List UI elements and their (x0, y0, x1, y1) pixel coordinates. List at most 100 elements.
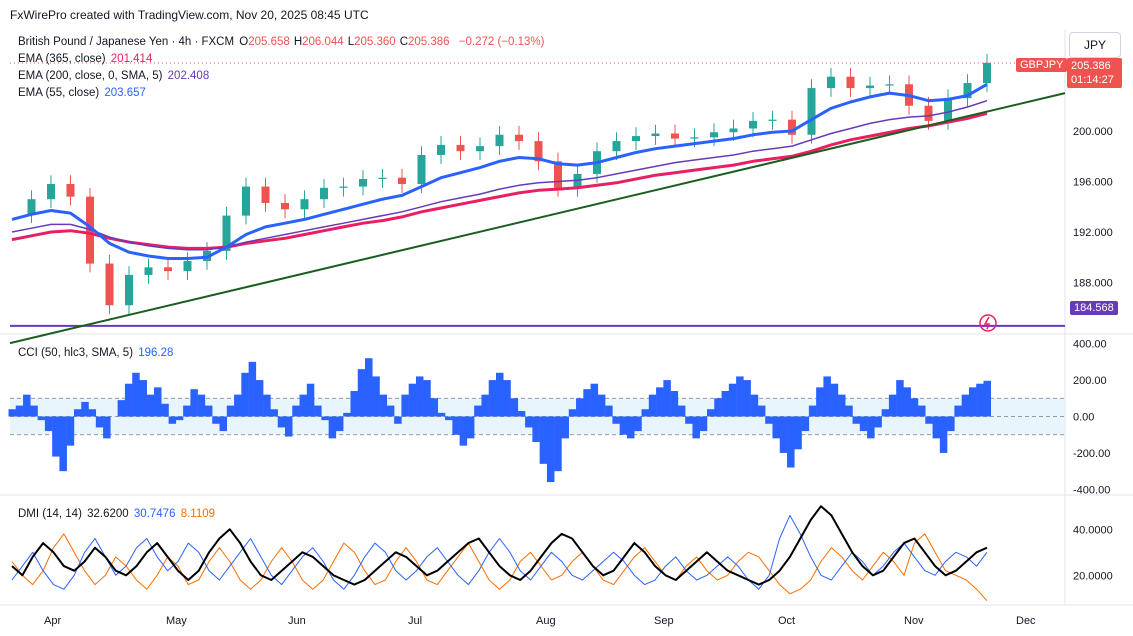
ohlc-o-value: 205.658 (248, 36, 290, 48)
x-tick-label: Aug (536, 615, 556, 627)
candle-body (281, 202, 289, 210)
candle-body (222, 215, 231, 251)
cci-bar (30, 405, 38, 417)
dmi-tick-label: 20.0000 (1073, 570, 1113, 582)
x-tick-label: Oct (778, 615, 795, 627)
candle-body (612, 141, 621, 152)
price-tick-label: 196.000 (1073, 177, 1113, 189)
ema55-label: EMA (55, close) (18, 87, 100, 99)
candle-body (300, 199, 309, 210)
cci-bar (896, 380, 904, 417)
ohlc-o: O205.658 (239, 36, 290, 48)
cci-bar (306, 383, 315, 417)
ema200-line (11, 99, 988, 251)
candle-body (515, 134, 523, 142)
cci-bar (146, 394, 155, 417)
cci-bar (386, 405, 395, 417)
cci-tick-label: 0.00 (1073, 412, 1094, 424)
cci-bar (241, 372, 249, 417)
cci-bar (270, 409, 278, 417)
cci-bar (576, 398, 584, 417)
candle-body (125, 274, 133, 306)
candle-body (944, 98, 952, 121)
ohlc-c-value: 205.386 (408, 36, 450, 48)
bar-countdown: 01:14:27 (1071, 74, 1114, 86)
candle-body (378, 177, 387, 179)
cci-bar (459, 416, 468, 446)
candle-body (866, 85, 874, 89)
cci-bar (496, 372, 504, 417)
cci-bar (881, 409, 890, 417)
cci-bar (961, 394, 970, 417)
cci-bar (474, 405, 482, 417)
cci-bar (255, 380, 264, 417)
cci-bar (874, 416, 882, 428)
x-tick-label: Apr (44, 615, 61, 627)
cci-bar (59, 416, 67, 472)
cci-bar (634, 416, 642, 432)
ema55-value: 203.657 (104, 87, 146, 99)
ema365-value: 201.414 (110, 53, 153, 65)
candle-body (183, 261, 192, 272)
main-legend: British Pound / Japanese Yen · 4h · FXCM… (18, 36, 546, 48)
cci-bar (787, 416, 795, 468)
ema200-label: EMA (200, close, 0, SMA, 5) (18, 70, 163, 82)
cci-bar (619, 416, 628, 435)
cci-bar (226, 405, 235, 417)
cci-bar (845, 405, 853, 417)
cci-bar (612, 416, 620, 424)
ema365-label: EMA (365, close) (18, 53, 106, 65)
cci-bar (932, 416, 941, 439)
symbol-title: British Pound / Japanese Yen · 4h · FXCM (18, 36, 235, 48)
cci-bar (284, 416, 293, 437)
candle-body (456, 144, 465, 152)
cci-bar (401, 394, 409, 417)
candle-body (437, 144, 445, 155)
cci-bar (801, 416, 810, 432)
candle-body (632, 136, 640, 142)
x-tick-label: Sep (654, 615, 674, 627)
cci-bar (277, 416, 286, 428)
trend-line (9, 92, 1066, 345)
cci-bar (692, 416, 700, 439)
cci-bar (677, 405, 686, 417)
cci-bar (204, 405, 213, 417)
dmi-adx-value: 32.6200 (87, 508, 129, 520)
candle-body (359, 178, 367, 187)
cci-bar (350, 391, 358, 417)
last-price-tag: 205.386 01:14:27 (1067, 58, 1122, 88)
cci-bar (314, 405, 322, 417)
cci-bar (95, 416, 104, 428)
cci-bar (765, 416, 773, 424)
candle-body (339, 186, 348, 188)
cci-bar (663, 380, 671, 417)
cci-bar (568, 409, 577, 417)
cci-bar (859, 416, 868, 432)
cci-bar (918, 405, 926, 417)
candle-body (47, 184, 55, 200)
cci-bar (466, 416, 475, 439)
cci-bar (321, 416, 329, 421)
cci-bar (415, 376, 424, 417)
cci-bar (124, 383, 133, 417)
cci-bar (728, 383, 737, 417)
cci-bar (394, 416, 402, 424)
currency-button[interactable]: JPY (1069, 32, 1121, 58)
cci-bar (437, 412, 446, 417)
cci-bar (190, 389, 198, 417)
cci-bar (685, 416, 693, 424)
cci-bar (525, 416, 533, 428)
cci-bar (830, 383, 839, 417)
cci-bar (925, 416, 933, 424)
cci-bar (510, 398, 519, 417)
cci-bar (197, 394, 206, 417)
ema200-legend: EMA (200, close, 0, SMA, 5) 202.408 (18, 70, 211, 82)
cci-bar (81, 401, 89, 417)
cci-bar (219, 416, 228, 432)
cci-bar (343, 412, 351, 417)
cci-bar (365, 358, 373, 417)
dmi-minus-line (11, 533, 988, 602)
price-change: −0.272 (−0.13%) (458, 36, 545, 48)
